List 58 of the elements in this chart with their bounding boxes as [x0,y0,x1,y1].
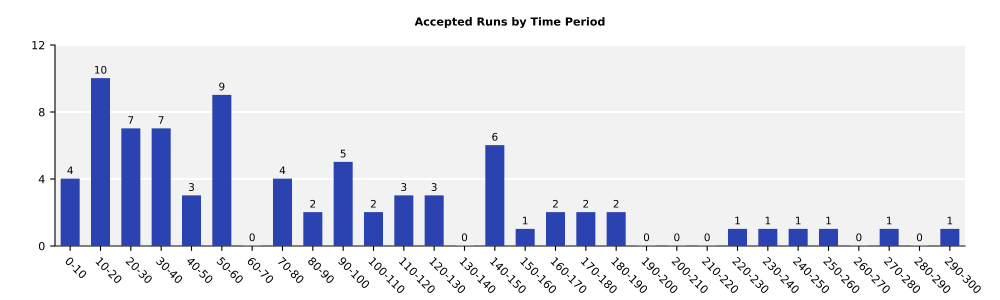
data-label: 0 [674,233,680,242]
bar [485,145,504,246]
data-label: 2 [310,200,316,208]
bar [516,228,535,246]
data-label: 9 [219,82,224,90]
y-tick-label: 12 [32,40,44,50]
bar [182,195,202,246]
data-label: 0 [916,233,922,242]
bar [758,228,778,246]
data-label: 6 [492,132,498,141]
y-tick-label: 0 [38,242,45,250]
bar [940,228,960,246]
data-label: 1 [735,216,740,224]
bar [152,128,171,246]
data-label: 3 [432,183,437,191]
y-tick-label: 4 [38,175,45,184]
data-label: 7 [158,116,164,124]
y-tick-label: 8 [38,108,45,116]
bar [818,228,838,246]
bar [606,212,626,246]
data-label: 2 [583,200,588,208]
data-label: 0 [704,233,710,242]
chart-title: Accepted Runs by Time Period [414,17,604,28]
bar [272,178,292,246]
data-label: 4 [280,166,286,174]
data-label: 1 [766,216,770,224]
data-label: 5 [340,150,346,158]
data-label: 10 [95,66,106,74]
bar [212,94,232,246]
data-label: 0 [462,233,468,242]
bar [334,162,353,246]
data-label: 2 [552,200,558,208]
bar [394,195,414,246]
data-label: 0 [644,233,650,242]
data-label: 1 [826,216,831,224]
bar [90,78,110,246]
bar [546,212,566,246]
data-label: 3 [401,183,406,191]
data-label: 3 [188,183,194,191]
bar [880,228,899,246]
data-label: 7 [128,116,134,124]
bar [60,178,80,246]
data-label: 2 [370,200,376,208]
data-label: 1 [796,216,801,224]
bar [788,228,808,246]
bar [121,128,140,246]
bar [424,195,444,246]
bar [728,228,748,246]
bar [364,212,384,246]
data-label: 1 [522,216,528,224]
data-label: 0 [250,233,255,242]
data-label: 0 [856,233,862,242]
data-label: 2 [614,200,618,208]
bar [303,212,322,246]
bar [576,212,596,246]
data-label: 1 [948,216,952,224]
data-label: 4 [67,166,73,174]
data-label: 1 [886,216,892,224]
